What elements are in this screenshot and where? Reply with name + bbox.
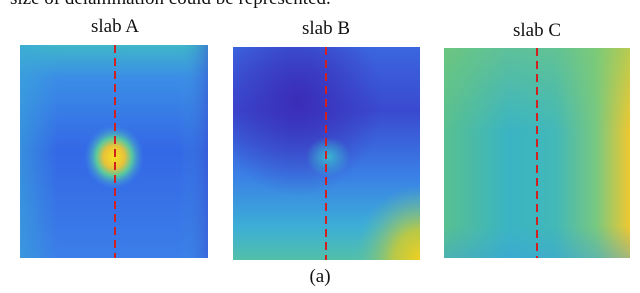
spot [306, 137, 350, 177]
panel-label: slab B [302, 18, 350, 39]
intro-text: size of delamination could be represente… [10, 0, 331, 9]
panel-slab-c: slab C [444, 20, 630, 258]
panel-slab-b: slab B [233, 18, 420, 260]
panel-slab-a: slab A [20, 16, 208, 258]
panel-label: slab C [513, 20, 561, 41]
panel-label: slab A [91, 16, 139, 37]
caption: (a) [309, 266, 330, 287]
